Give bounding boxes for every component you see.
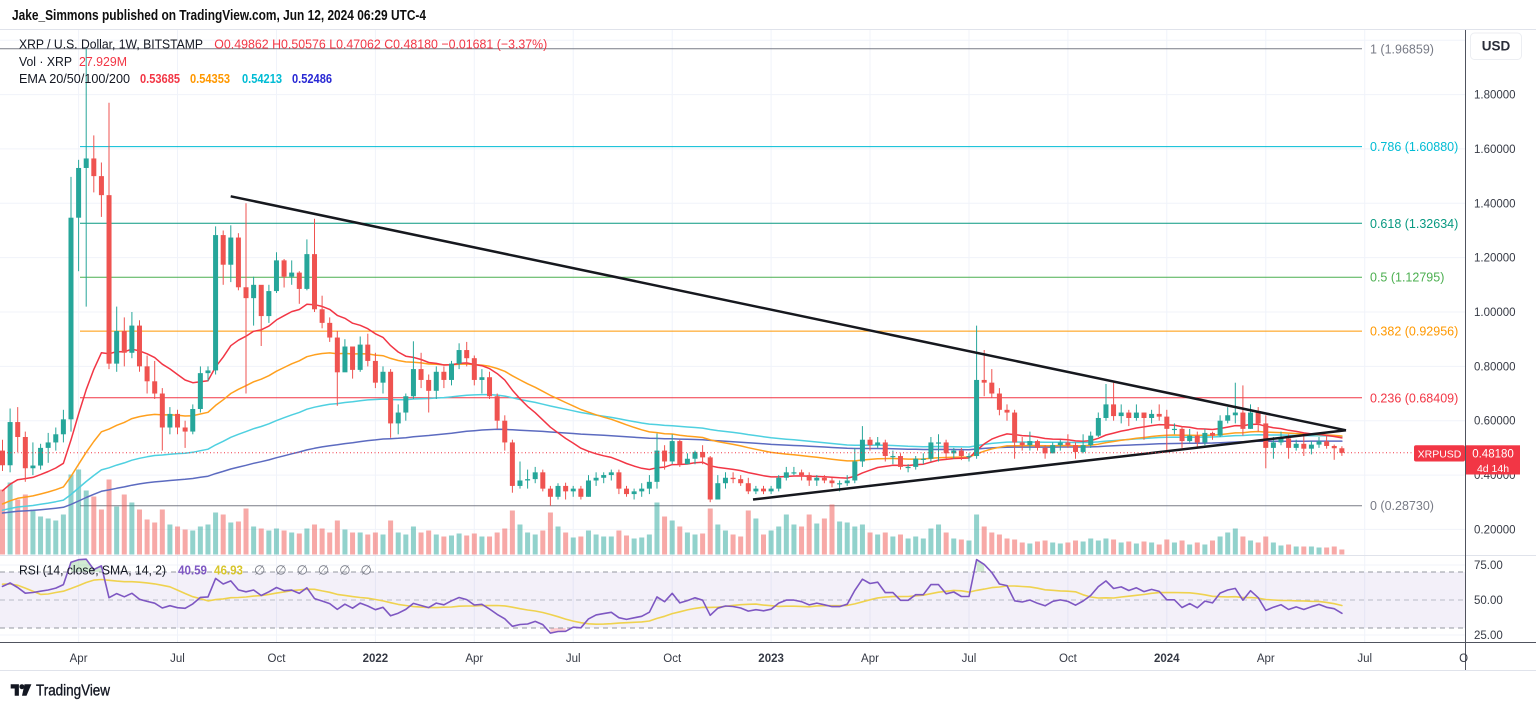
svg-text:0.54213: 0.54213 [242,72,282,86]
svg-text:0.236 (0.68409): 0.236 (0.68409) [1370,391,1458,405]
svg-text:TradingView: TradingView [36,683,111,700]
svg-text:Oct: Oct [663,653,682,665]
svg-text:Jul: Jul [170,653,185,665]
svg-text:46.93: 46.93 [214,564,243,578]
svg-text:1.60000: 1.60000 [1474,144,1516,156]
svg-text:0.786 (1.60880): 0.786 (1.60880) [1370,140,1458,154]
svg-text:Jul: Jul [566,653,581,665]
svg-text:2022: 2022 [363,653,389,665]
svg-text:Jul: Jul [1357,653,1372,665]
svg-text:Oct: Oct [268,653,287,665]
svg-text:Oct: Oct [1059,653,1078,665]
svg-text:0.54353: 0.54353 [190,72,230,86]
svg-text:1.40000: 1.40000 [1474,198,1516,210]
svg-text:50.00: 50.00 [1474,595,1503,607]
svg-text:2023: 2023 [758,653,784,665]
svg-text:2024: 2024 [1154,653,1180,665]
svg-text:0.48180: 0.48180 [1472,449,1514,461]
svg-text:1.00000: 1.00000 [1474,307,1516,319]
svg-text:0.53685: 0.53685 [140,72,180,86]
svg-text:XRP / U.S. Dollar, 1W, BITSTAM: XRP / U.S. Dollar, 1W, BITSTAMP [19,36,203,51]
svg-text:∅: ∅ [254,563,265,578]
svg-text:∅: ∅ [318,563,329,578]
svg-text:∅: ∅ [339,563,350,578]
svg-text:0.5 (1.12795): 0.5 (1.12795) [1370,271,1444,285]
svg-text:4d 14h: 4d 14h [1477,463,1509,475]
svg-text:0.20000: 0.20000 [1474,524,1516,536]
svg-text:0.52486: 0.52486 [292,72,332,86]
svg-text:Jake_Simmons published on Trad: Jake_Simmons published on TradingView.co… [12,8,426,24]
svg-text:USD: USD [1482,39,1511,54]
svg-text:RSI (14, close, SMA, 14, 2): RSI (14, close, SMA, 14, 2) [19,563,166,578]
svg-text:1 (1.96859): 1 (1.96859) [1370,42,1434,56]
svg-text:25.00: 25.00 [1474,630,1503,642]
svg-text:Jul: Jul [962,653,977,665]
svg-text:75.00: 75.00 [1474,560,1503,572]
svg-text:40.59: 40.59 [178,564,207,578]
svg-text:0.80000: 0.80000 [1474,361,1516,373]
svg-text:1.20000: 1.20000 [1474,253,1516,265]
svg-text:Apr: Apr [861,653,879,665]
svg-text:Apr: Apr [465,653,483,665]
svg-text:∅: ∅ [275,563,286,578]
svg-text:0.382 (0.92956): 0.382 (0.92956) [1370,325,1458,339]
svg-text:O: O [1459,653,1468,665]
svg-text:Apr: Apr [1257,653,1275,665]
svg-text:Apr: Apr [70,653,88,665]
svg-text:∅: ∅ [361,563,372,578]
svg-text:∅: ∅ [297,563,308,578]
svg-text:Vol · XRP: Vol · XRP [19,54,72,69]
svg-text:EMA 20/50/100/200: EMA 20/50/100/200 [19,71,130,86]
svg-text:1.80000: 1.80000 [1474,90,1516,102]
svg-text:0.618 (1.32634): 0.618 (1.32634) [1370,217,1458,231]
svg-text:0 (0.28730): 0 (0.28730) [1370,499,1434,513]
svg-text:0.60000: 0.60000 [1474,416,1516,428]
svg-text:27.929M: 27.929M [79,54,127,69]
svg-text:O0.49862 H0.50576 L0.47062: O0.49862 H0.50576 L0.47062 C0.48180 −0.0… [214,36,547,51]
svg-text:XRPUSD: XRPUSD [1418,448,1462,460]
